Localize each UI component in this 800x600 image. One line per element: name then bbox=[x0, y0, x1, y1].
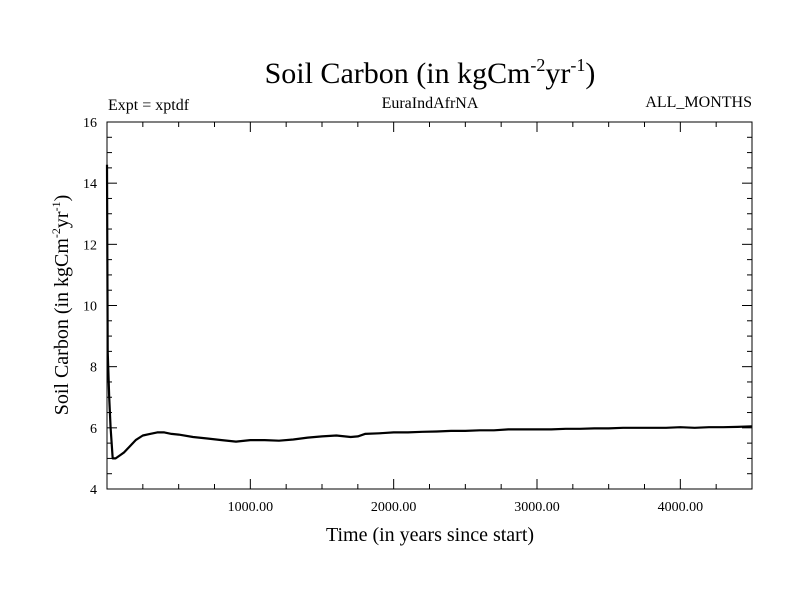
x-tick-label: 3000.00 bbox=[514, 500, 560, 515]
y-axis-label-prefix: Soil Carbon (in kgCm bbox=[51, 238, 73, 416]
y-tick-label: 6 bbox=[90, 422, 97, 437]
y-tick-label: 4 bbox=[90, 483, 97, 498]
y-tick-label: 16 bbox=[83, 116, 97, 131]
subtitle-center: EuraIndAfrNA bbox=[382, 95, 479, 112]
chart-title-sup2: -1 bbox=[570, 55, 585, 75]
chart-title: Soil Carbon (in kgCm-2yr-1) bbox=[265, 55, 596, 90]
x-tick-label: 2000.00 bbox=[371, 500, 417, 515]
subtitle-left: Expt = xptdf bbox=[108, 97, 190, 114]
ticks-layer bbox=[107, 122, 752, 489]
x-tick-label: 4000.00 bbox=[658, 500, 704, 515]
chart-title-suffix: ) bbox=[585, 57, 595, 90]
y-tick-label: 12 bbox=[83, 238, 97, 253]
series-line bbox=[105, 164, 753, 460]
x-tick-label: 1000.00 bbox=[228, 500, 274, 515]
y-tick-label: 14 bbox=[83, 177, 97, 192]
y-axis-label: Soil Carbon (in kgCm-2yr-1) bbox=[49, 195, 73, 416]
y-axis-label-mid: yr bbox=[51, 211, 73, 228]
y-tick-label: 10 bbox=[83, 300, 97, 315]
subtitle-right: ALL_MONTHS bbox=[645, 94, 752, 111]
tick-labels-layer: 1000.00 2000.00 3000.00 4000.00 4 6 8 10 12 14 16 bbox=[83, 116, 703, 515]
chart-title-prefix: Soil Carbon (in kgCm bbox=[265, 57, 531, 90]
chart-title-mid: yr bbox=[545, 57, 570, 90]
chart-title-sup1: -2 bbox=[530, 55, 545, 75]
y-axis-label-suffix: ) bbox=[51, 195, 73, 202]
x-axis-label: Time (in years since start) bbox=[326, 524, 534, 546]
y-tick-label: 8 bbox=[90, 361, 97, 376]
y-axis-label-sup2: -1 bbox=[49, 201, 63, 211]
plot-frame bbox=[106, 121, 753, 490]
y-axis-label-sup1: -2 bbox=[49, 228, 63, 238]
